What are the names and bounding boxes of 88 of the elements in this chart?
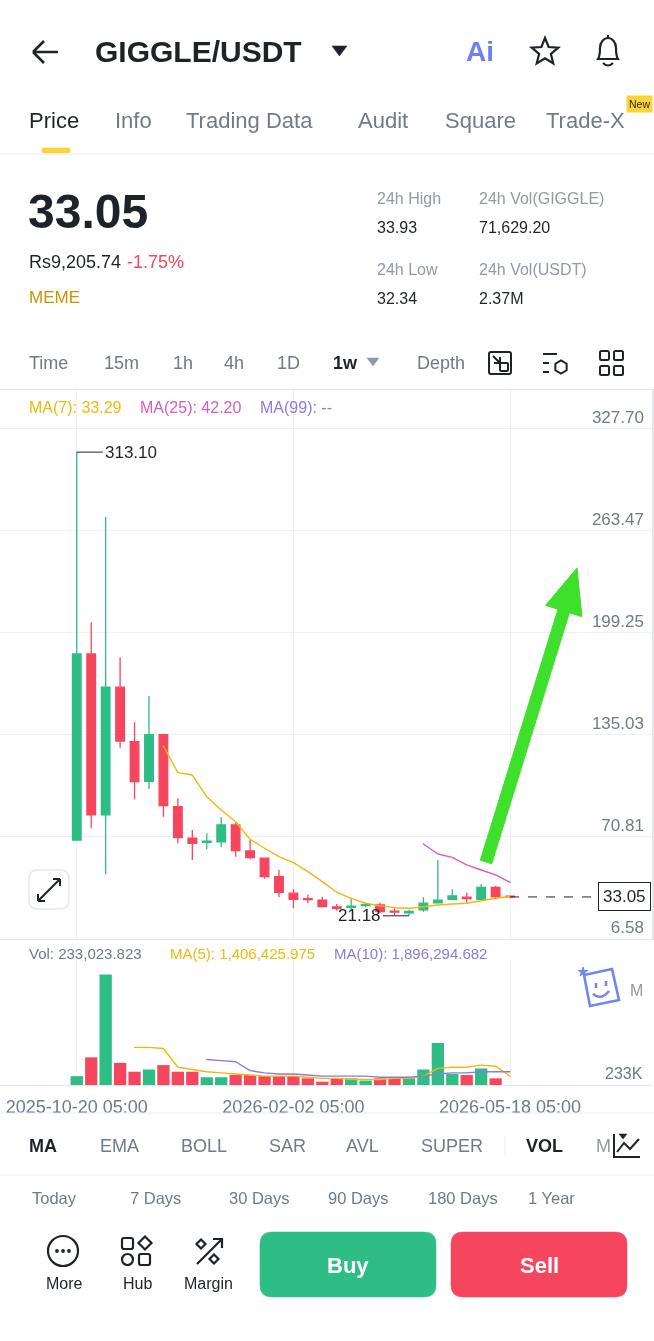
- text: 71,629.20: [479, 219, 551, 236]
- text: M: [596, 1136, 611, 1156]
- text: 33.93: [377, 219, 418, 236]
- annotation: 313.10: [105, 443, 157, 462]
- ref-line-label: 33.05: [603, 887, 646, 906]
- annotation: M: [630, 982, 644, 999]
- text: MA(25): 42.20: [140, 399, 242, 416]
- y-tick-label: 6.58: [610, 918, 644, 938]
- text: SUPER: [421, 1136, 484, 1156]
- text: Depth: [417, 353, 466, 373]
- x-tick-label: 2026-05-18 05:00: [439, 1096, 582, 1117]
- text: MA: [29, 1136, 57, 1156]
- bar: [200, 1077, 213, 1085]
- text: 1D: [277, 353, 301, 373]
- bar: [157, 1065, 170, 1085]
- y-tick-label: 135.03: [591, 714, 644, 734]
- bar: [243, 1075, 257, 1085]
- text: Info: [115, 108, 152, 133]
- text: 24h Low: [377, 261, 438, 278]
- text: Time: [29, 353, 69, 373]
- text: 1w: [333, 353, 359, 373]
- text: 24h High: [377, 190, 442, 207]
- text: MA(10): 1,896,294.682: [334, 945, 488, 962]
- bar: [215, 1077, 228, 1085]
- text: Price: [29, 108, 80, 133]
- text: Hub: [123, 1275, 153, 1292]
- text: SAR: [269, 1136, 307, 1156]
- y-tick-label: 70.81: [601, 816, 644, 836]
- text: EMA: [100, 1136, 140, 1156]
- text: 24h Vol(USDT): [479, 261, 587, 278]
- bar: [85, 1057, 98, 1085]
- text: Ai: [466, 36, 494, 67]
- text: Trade-X: [546, 108, 625, 133]
- text: BOLL: [181, 1136, 228, 1156]
- bar: [128, 1071, 141, 1085]
- text: New: [629, 98, 651, 110]
- text: Vol: 233,023.823: [29, 945, 142, 962]
- text: 2.37M: [479, 290, 524, 307]
- bar: [460, 1075, 473, 1085]
- chart-title: GIGGLE/USDT: [95, 35, 302, 68]
- text: -1.75%: [127, 252, 185, 272]
- y-tick-label: 263.47: [591, 509, 644, 529]
- bar: [446, 1073, 459, 1085]
- text: Buy: [327, 1253, 370, 1278]
- text: MEME: [29, 288, 80, 307]
- legend-label: MA(99): --: [260, 399, 332, 416]
- text: MA(7): 33.29: [29, 399, 122, 416]
- y-tick-label: 199.25: [591, 612, 644, 631]
- text: Sell: [520, 1253, 560, 1278]
- text: 4h: [224, 353, 245, 373]
- text: VOL: [526, 1136, 564, 1156]
- text: 24h Vol(GIGGLE): [479, 190, 605, 207]
- bar: [113, 1062, 127, 1085]
- text: Margin: [184, 1275, 233, 1292]
- bar: [258, 1076, 271, 1085]
- text: 15m: [104, 353, 140, 373]
- text: AVL: [346, 1136, 379, 1156]
- text: MA(5): 1,406,425.975: [170, 945, 316, 962]
- text: Today: [32, 1189, 77, 1207]
- bar: [70, 1076, 83, 1085]
- bar: [301, 1078, 314, 1085]
- bar: [475, 1068, 488, 1085]
- bar: [142, 1069, 156, 1085]
- text: 7 Days: [130, 1189, 182, 1207]
- text: More: [46, 1275, 83, 1292]
- text: Audit: [358, 108, 409, 133]
- bar: [431, 1042, 444, 1085]
- annotation: 233K: [605, 1065, 643, 1082]
- text: 30 Days: [229, 1189, 290, 1207]
- text: 1 Year: [528, 1189, 576, 1207]
- text: 180 Days: [428, 1189, 498, 1207]
- bar: [99, 974, 112, 1085]
- text: 90 Days: [328, 1189, 389, 1207]
- text: 33.05: [28, 185, 149, 238]
- annotation: 21.18: [338, 906, 381, 925]
- bar: [229, 1075, 242, 1085]
- text: 32.34: [377, 290, 418, 307]
- bar: [171, 1071, 185, 1085]
- bar: [359, 1080, 372, 1085]
- x-tick-label: 2025-10-20 05:00: [5, 1096, 148, 1117]
- text: Rs9,205.74: [29, 252, 122, 272]
- x-tick-label: 2026-02-02 05:00: [222, 1096, 365, 1117]
- bar: [489, 1078, 502, 1085]
- y-tick-label: 327.70: [591, 407, 644, 427]
- bar: [186, 1071, 199, 1085]
- text: Trading Data: [186, 108, 314, 133]
- text: Square: [445, 108, 516, 133]
- text: 1h: [173, 353, 194, 373]
